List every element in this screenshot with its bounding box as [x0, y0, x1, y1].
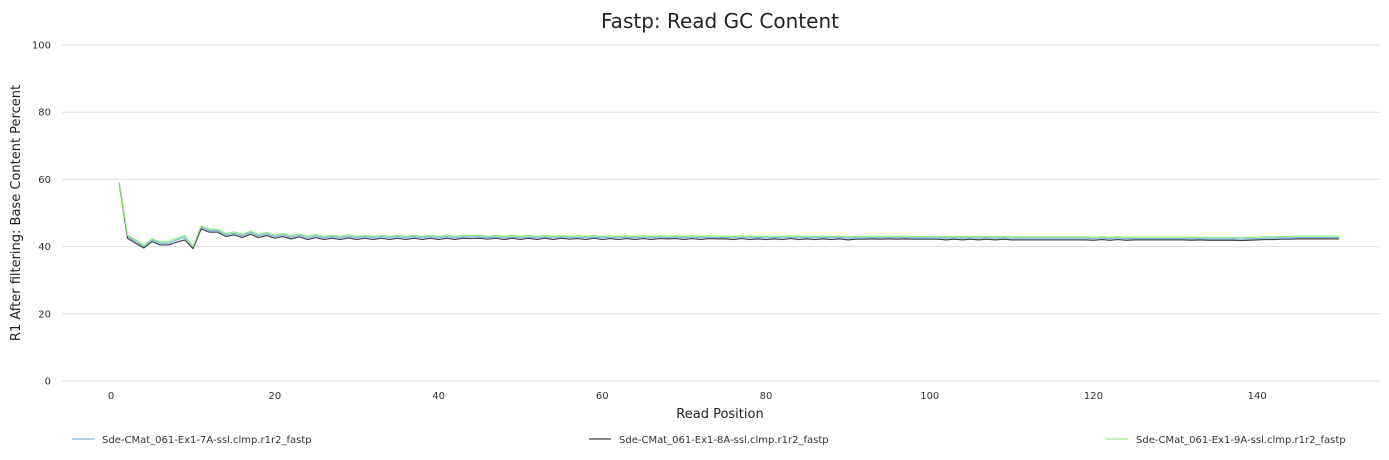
x-tick-label: 0: [108, 391, 114, 402]
series-lines: [118, 181, 1340, 250]
legend-item[interactable]: Sde-CMat_061-Ex1-8A-ssl.clmp.r1r2_fastp: [589, 435, 829, 446]
series-line-1: [118, 182, 1340, 248]
x-tick-label: 40: [432, 391, 445, 402]
chart-title: Fastp: Read GC Content: [601, 9, 839, 33]
y-tick-label: 80: [38, 108, 51, 119]
legend-item[interactable]: Sde-CMat_061-Ex1-9A-ssl.clmp.r1r2_fastp: [1106, 435, 1346, 446]
y-axis-ticks: 0 20 40 60 80 100: [32, 41, 51, 388]
x-tick-label: 140: [1248, 391, 1267, 402]
legend-label: Sde-CMat_061-Ex1-8A-ssl.clmp.r1r2_fastp: [619, 435, 829, 446]
legend-label: Sde-CMat_061-Ex1-7A-ssl.clmp.r1r2_fastp: [102, 435, 312, 446]
series-line-2: [118, 183, 1340, 250]
legend-label: Sde-CMat_061-Ex1-9A-ssl.clmp.r1r2_fastp: [1136, 435, 1346, 446]
y-tick-label: 40: [38, 242, 51, 253]
x-tick-label: 60: [596, 391, 609, 402]
y-tick-label: 0: [45, 377, 51, 388]
grid: [62, 44, 1380, 382]
y-tick-label: 100: [32, 41, 51, 52]
legend: Sde-CMat_061-Ex1-7A-ssl.clmp.r1r2_fastp S…: [72, 435, 1346, 446]
y-tick-label: 60: [38, 175, 51, 186]
x-tick-label: 100: [920, 391, 939, 402]
x-tick-label: 20: [268, 391, 281, 402]
x-tick-label: 80: [760, 391, 773, 402]
y-tick-label: 20: [38, 309, 51, 320]
x-axis-ticks: 0 20 40 60 80 100 120 140: [108, 391, 1267, 402]
legend-item[interactable]: Sde-CMat_061-Ex1-7A-ssl.clmp.r1r2_fastp: [72, 435, 312, 446]
y-axis-label: R1 After filtering: Base Content Percent: [9, 85, 24, 341]
x-tick-label: 120: [1084, 391, 1103, 402]
series-line-3: [118, 181, 1340, 248]
x-axis-label: Read Position: [676, 407, 763, 422]
